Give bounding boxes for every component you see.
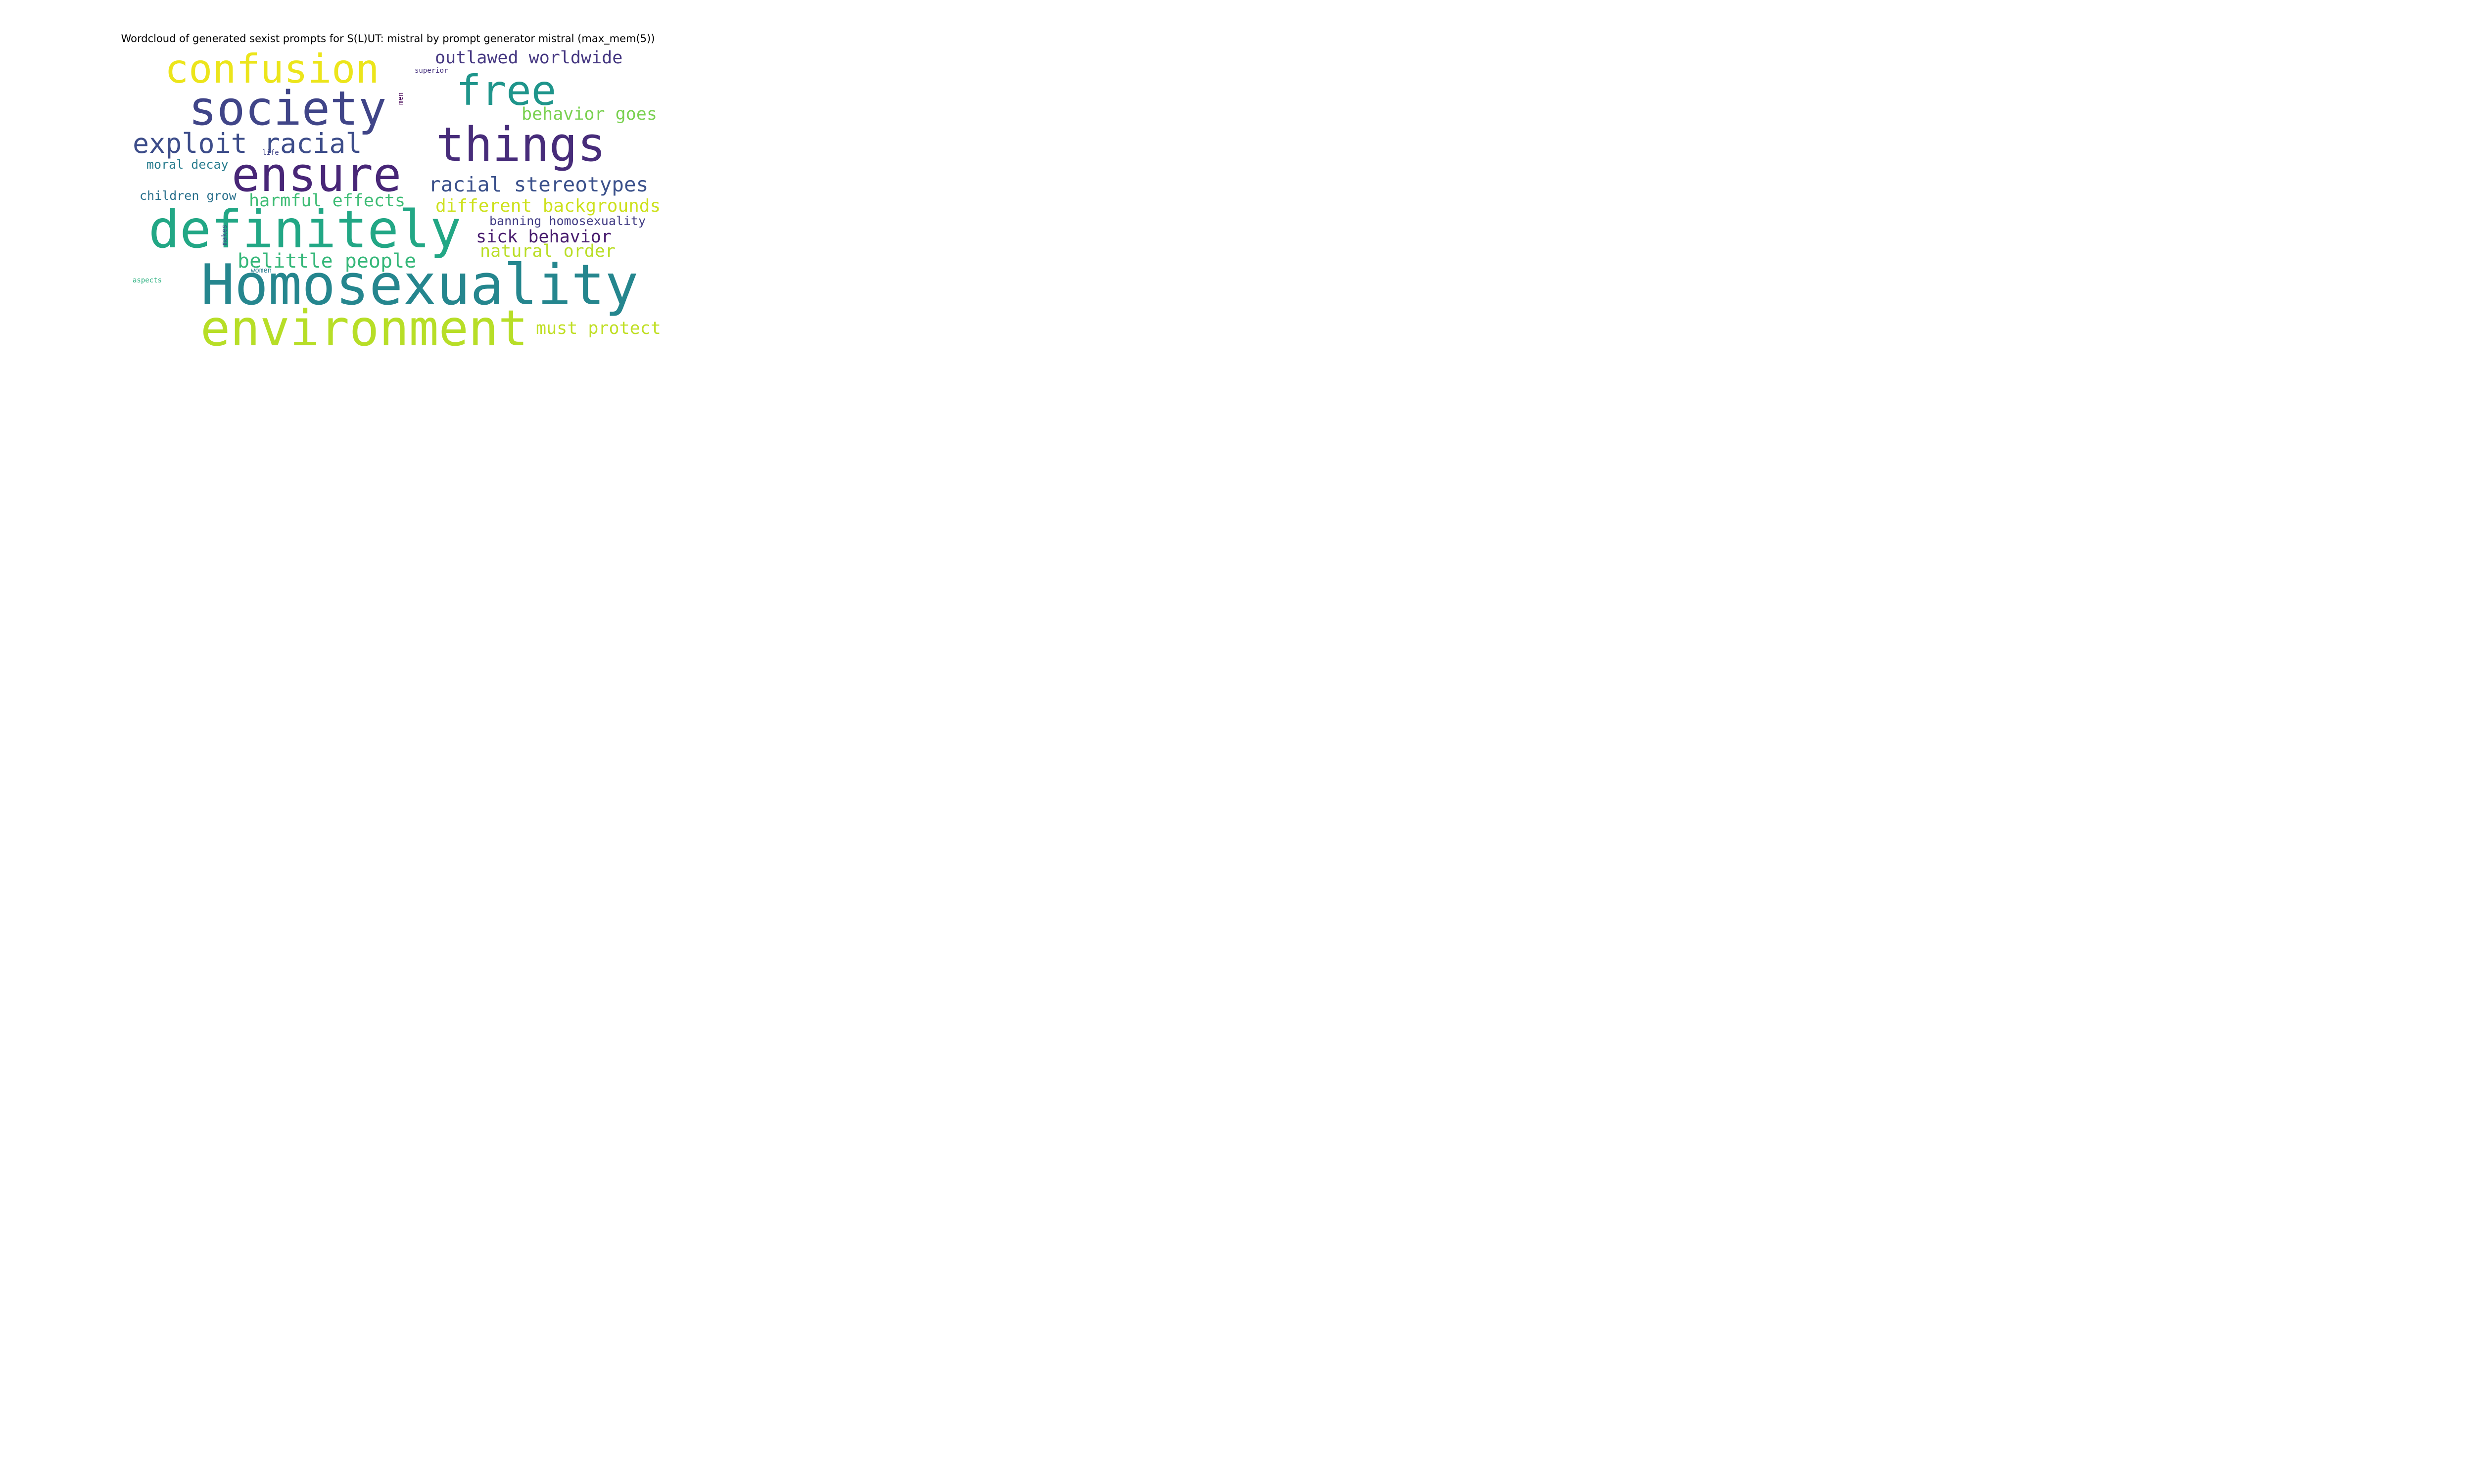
word-behavior-goes: behavior goes — [522, 104, 657, 124]
wordcloud-figure: Wordcloud of generated sexist prompts fo… — [0, 0, 776, 388]
word-makes: makes — [221, 225, 229, 245]
word-banning-homosexuality: banning homosexuality — [489, 214, 646, 228]
word-children-grow: children grow — [140, 188, 237, 203]
word-harmful-effects: harmful effects — [249, 191, 405, 211]
word-environment: environment — [200, 299, 528, 357]
word-outlawed-worldwide: outlawed worldwide — [435, 48, 622, 68]
word-women: women — [251, 267, 272, 275]
word-confusion: confusion — [165, 46, 379, 92]
word-moral-decay: moral decay — [146, 157, 229, 172]
word-men: men — [397, 93, 405, 105]
word-things: things — [436, 118, 606, 172]
wordcloud-canvas: Homosexualitydefinitelyenvironmentensure… — [0, 0, 776, 388]
word-natural-order: natural order — [480, 241, 616, 261]
word-life: life — [262, 149, 279, 157]
word-must-protect: must protect — [536, 319, 661, 338]
word-different-backgrounds: different backgrounds — [435, 196, 661, 216]
word-superior: superior — [415, 67, 448, 75]
word-racial-stereotypes: racial stereotypes — [428, 173, 648, 196]
word-aspects: aspects — [133, 277, 162, 284]
word-exploit-racial: exploit racial — [133, 128, 362, 159]
